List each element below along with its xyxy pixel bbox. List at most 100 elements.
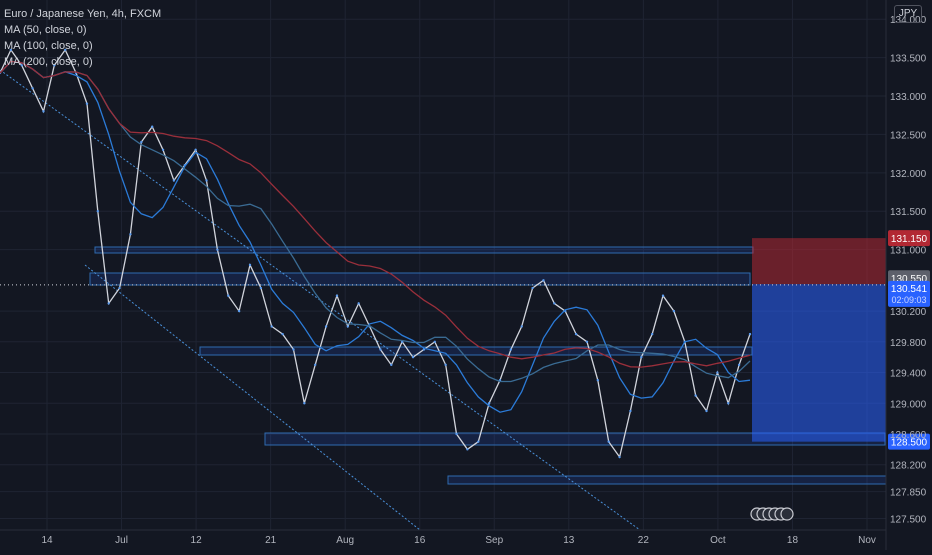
y-tick-label: 130.200 xyxy=(890,307,927,318)
price-point xyxy=(216,248,219,251)
price-point xyxy=(705,409,708,413)
x-tick-label: 21 xyxy=(265,535,277,546)
price-point xyxy=(640,355,643,359)
price-point xyxy=(487,402,491,405)
price-point xyxy=(433,340,436,344)
y-tick-label: 132.000 xyxy=(890,169,927,180)
take-profit-zone[interactable] xyxy=(752,284,886,442)
indicator-ma200[interactable]: MA (200, close, 0) xyxy=(4,56,93,68)
take-profit-price-label: 128.500 xyxy=(891,438,928,449)
price-point xyxy=(596,379,600,382)
trend-line[interactable] xyxy=(84,264,421,531)
price-point xyxy=(118,286,121,290)
price-point xyxy=(107,302,110,305)
price-point xyxy=(194,148,197,151)
price-point xyxy=(411,355,415,359)
event-marker-icon[interactable] xyxy=(780,507,794,521)
support-resistance-zone[interactable] xyxy=(199,346,753,356)
take-profit-price-label-bg xyxy=(888,433,930,450)
y-tick-label: 127.850 xyxy=(890,488,927,499)
price-point xyxy=(346,325,350,328)
entry-price-label: 130.550 xyxy=(891,274,928,285)
price-point xyxy=(629,409,632,413)
price-point xyxy=(140,140,143,144)
y-tick-label: 131.500 xyxy=(890,207,927,218)
price-point xyxy=(237,309,241,313)
price-point xyxy=(390,363,393,367)
y-tick-label: 129.400 xyxy=(890,369,927,380)
price-point xyxy=(20,64,23,67)
currency-button[interactable]: JPY xyxy=(894,5,922,23)
price-point xyxy=(150,125,154,128)
price-point xyxy=(585,340,589,344)
price-point xyxy=(172,179,176,182)
y-tick-label: 133.000 xyxy=(890,92,927,103)
y-tick-label: 127.500 xyxy=(890,514,927,525)
support-resistance-zone[interactable] xyxy=(94,246,754,254)
price-point xyxy=(357,302,360,305)
y-tick-label: 129.800 xyxy=(890,338,927,349)
price-point xyxy=(574,332,578,336)
price-point xyxy=(227,294,230,297)
current-price-label: 130.541 xyxy=(891,284,928,295)
price-point xyxy=(542,279,545,282)
price-point xyxy=(737,363,741,367)
indicator-ma50[interactable]: MA (50, close, 0) xyxy=(4,24,87,36)
price-point xyxy=(618,455,621,459)
stop-loss-price-label: 131.150 xyxy=(891,234,928,245)
y-tick-label: 134.000 xyxy=(890,15,927,26)
price-point xyxy=(520,325,523,328)
ma50-line xyxy=(0,60,751,413)
price-point xyxy=(64,48,67,52)
price-point xyxy=(466,448,469,451)
trend-line[interactable] xyxy=(0,69,641,531)
y-tick-label: 128.200 xyxy=(890,461,927,472)
y-tick-label: 132.500 xyxy=(890,130,927,141)
price-point xyxy=(129,233,132,236)
indicator-ma100[interactable]: MA (100, close, 0) xyxy=(4,40,93,52)
price-series-line xyxy=(0,48,751,459)
price-point xyxy=(509,348,513,351)
price-point xyxy=(292,348,295,351)
price-point xyxy=(248,263,252,267)
price-point xyxy=(650,332,654,336)
y-tick-label: 131.000 xyxy=(890,246,927,257)
price-point xyxy=(281,332,284,336)
current-price-badge xyxy=(888,280,930,307)
price-point xyxy=(314,363,317,367)
price-point xyxy=(379,348,382,351)
price-point xyxy=(607,440,610,443)
price-point xyxy=(335,294,339,297)
price-point xyxy=(303,402,306,405)
price-point xyxy=(259,286,263,290)
price-point xyxy=(444,363,447,367)
price-point xyxy=(31,87,34,90)
price-point xyxy=(716,371,719,374)
price-point xyxy=(85,102,89,105)
price-point xyxy=(748,332,752,336)
price-point xyxy=(96,210,100,213)
support-resistance-zone[interactable] xyxy=(89,272,751,286)
x-tick-label: 12 xyxy=(191,535,203,546)
price-point xyxy=(53,64,56,67)
ma200-line xyxy=(0,60,751,368)
x-tick-label: 22 xyxy=(638,535,650,546)
x-tick-label: Jul xyxy=(115,535,128,546)
stop-loss-zone[interactable] xyxy=(752,238,886,285)
y-tick-label: 128.600 xyxy=(890,430,927,441)
stop-loss-price-label-bg xyxy=(888,230,930,247)
x-tick-label: 18 xyxy=(787,535,799,546)
support-resistance-zone[interactable] xyxy=(447,475,887,485)
price-point xyxy=(270,325,273,328)
chart-title: Euro / Japanese Yen, 4h, FXCM xyxy=(4,8,162,20)
price-point xyxy=(531,286,534,290)
price-point xyxy=(694,394,697,397)
x-tick-label: 13 xyxy=(563,535,575,546)
price-point xyxy=(42,110,45,113)
price-point xyxy=(477,440,480,443)
price-point xyxy=(727,402,730,405)
y-tick-label: 133.500 xyxy=(890,54,927,65)
price-point xyxy=(205,179,208,182)
